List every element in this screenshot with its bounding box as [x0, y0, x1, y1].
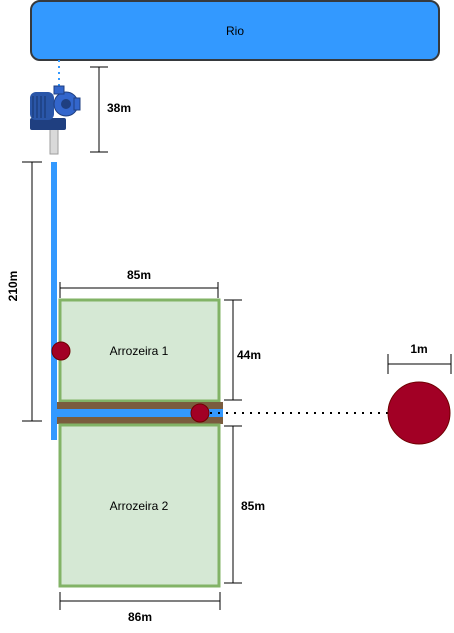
field-2-label: Arrozeira 2	[110, 499, 169, 513]
levee-upper	[57, 402, 223, 409]
field-1-shape[interactable]	[58, 298, 221, 403]
field2-height-label: 85m	[241, 499, 265, 513]
field1-height-dimension: 44m	[224, 299, 261, 401]
river[interactable]: Rio	[30, 0, 440, 61]
pump-height-label: 38m	[107, 101, 131, 115]
water-pump-icon[interactable]	[30, 85, 81, 155]
field1-height-label: 44m	[237, 348, 261, 362]
marker-large-circle[interactable]	[387, 381, 451, 445]
field2-width-label: 86m	[128, 610, 152, 624]
field2-width-dimension: 86m	[59, 592, 221, 624]
pump-height-dimension: 38m	[90, 66, 131, 153]
canal-water[interactable]	[57, 409, 223, 417]
field-1-label: Arrozeira 1	[110, 344, 169, 358]
field-arrozeira-1[interactable]: Arrozeira 1	[58, 298, 221, 403]
field-2-shape[interactable]	[58, 423, 221, 588]
main-pipe-length-label: 210m	[6, 271, 20, 302]
field1-width-dimension: 85m	[59, 268, 219, 298]
marker-field-1[interactable]	[51, 341, 71, 361]
main-pipe[interactable]	[51, 162, 57, 440]
distribution-canal[interactable]	[57, 402, 223, 424]
river-shape[interactable]	[30, 0, 440, 61]
marker-canal[interactable]	[190, 403, 210, 423]
river-label: Rio	[226, 24, 244, 38]
main-pipe-dimension: 210m	[6, 161, 42, 422]
field1-width-label: 85m	[127, 268, 151, 282]
field-arrozeira-2[interactable]: Arrozeira 2	[58, 423, 221, 588]
levee-lower	[57, 417, 223, 424]
circle-diameter-dimension: 1m	[387, 342, 452, 374]
circle-diameter-label: 1m	[410, 342, 427, 356]
field2-height-dimension: 85m	[224, 425, 265, 584]
